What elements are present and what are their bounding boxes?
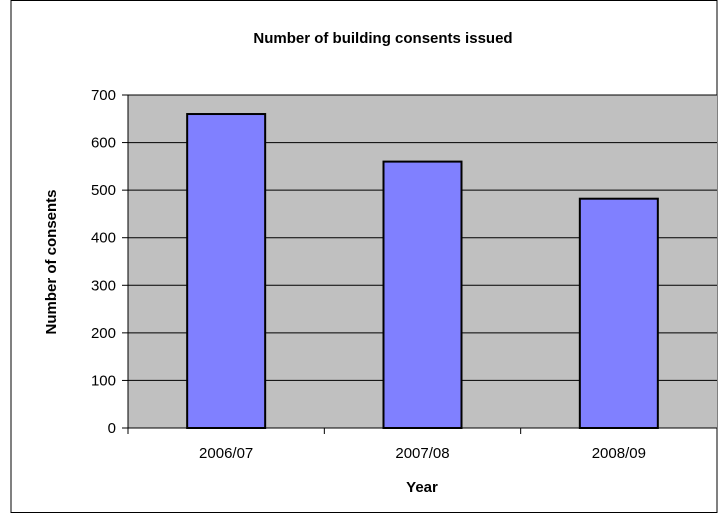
- bar-2008-09: [578, 197, 659, 429]
- y-tick-label: 400: [91, 230, 116, 247]
- y-tick-label: 700: [91, 87, 116, 104]
- y-tick-label: 500: [91, 182, 116, 199]
- x-tick-label: 2006/07: [199, 445, 253, 462]
- x-tick-label: 2007/08: [395, 445, 449, 462]
- x-tick-label: 2008/09: [592, 445, 646, 462]
- chart-title: Number of building consents issued: [253, 30, 512, 47]
- y-tick-label: 600: [91, 135, 116, 152]
- x-axis-title: Year: [406, 479, 438, 496]
- y-tick-label: 200: [91, 325, 116, 342]
- y-axis-ticks: 0 100 200 300 400 500 600 700: [91, 87, 128, 437]
- bar-2007-08: [382, 160, 463, 429]
- x-axis-ticks: 2006/07 2007/08 2008/09: [127, 428, 718, 462]
- y-axis-title: Number of consents: [43, 189, 60, 334]
- y-tick-label: 300: [91, 277, 116, 294]
- y-tick-label: 0: [108, 420, 116, 437]
- bar-2006-07: [186, 113, 267, 430]
- y-tick-label: 100: [91, 372, 116, 389]
